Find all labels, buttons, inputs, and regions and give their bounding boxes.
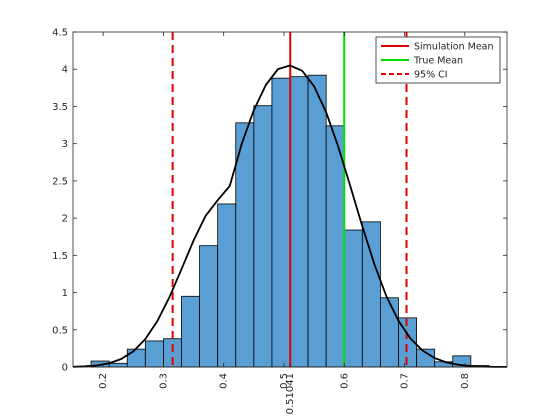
y-tick-label: 1.5: [52, 251, 68, 262]
histogram-bar: [325, 125, 345, 368]
histogram-bar: [199, 245, 219, 368]
x-axis-ticks: 0.2 0.3 0.4 0.5 0.6 0.7 0.8 0.51041: [98, 32, 471, 414]
histogram-bar: [253, 105, 273, 368]
histogram-bar: [289, 76, 309, 368]
y-tick-label: 1: [62, 288, 68, 299]
legend-label: 95% CI: [414, 70, 448, 81]
x-tick-label: 0.5: [279, 373, 290, 389]
histogram-bar: [380, 297, 399, 368]
x-tick-label: 0.8: [460, 373, 471, 389]
y-tick-label: 3.5: [52, 102, 68, 113]
histogram-bar: [271, 77, 291, 368]
y-tick-label: 3: [62, 139, 68, 150]
x-tick-label-simulation-mean: 0.51041: [285, 373, 296, 414]
density-curve: [72, 64, 507, 368]
legend-label: True Mean: [413, 56, 463, 67]
histogram-bars: [90, 74, 490, 368]
x-tick-label: 0.3: [158, 373, 169, 389]
y-tick-label: 4.5: [52, 28, 68, 39]
y-axis-ticks: 0 0.5 1 1.5 2 2.5 3 3.5 4 4.5: [52, 28, 507, 374]
density-curve-group: [72, 64, 507, 368]
y-tick-label: 4: [62, 65, 68, 76]
histogram-bar: [361, 221, 381, 368]
y-tick-label: 0: [62, 363, 68, 374]
legend: Simulation Mean True Mean 95% CI: [375, 36, 501, 84]
x-tick-label: 0.4: [219, 373, 230, 389]
y-tick-label: 0.5: [52, 325, 68, 336]
histogram-bar: [235, 122, 255, 368]
legend-label: Simulation Mean: [414, 42, 494, 53]
histogram-bar: [307, 74, 327, 368]
histogram-bar: [144, 340, 164, 368]
histogram-bar: [108, 362, 128, 368]
histogram-bar: [343, 229, 363, 368]
x-tick-label: 0.2: [98, 373, 109, 389]
y-tick-label: 2.5: [52, 176, 68, 187]
histogram-bar: [126, 348, 146, 368]
y-tick-label: 2: [62, 214, 68, 225]
histogram-bar: [181, 295, 200, 368]
x-tick-label: 0.7: [400, 373, 411, 389]
reference-lines: [171, 32, 408, 367]
x-tick-label: 0.6: [339, 373, 350, 389]
histogram-bar: [217, 203, 237, 368]
